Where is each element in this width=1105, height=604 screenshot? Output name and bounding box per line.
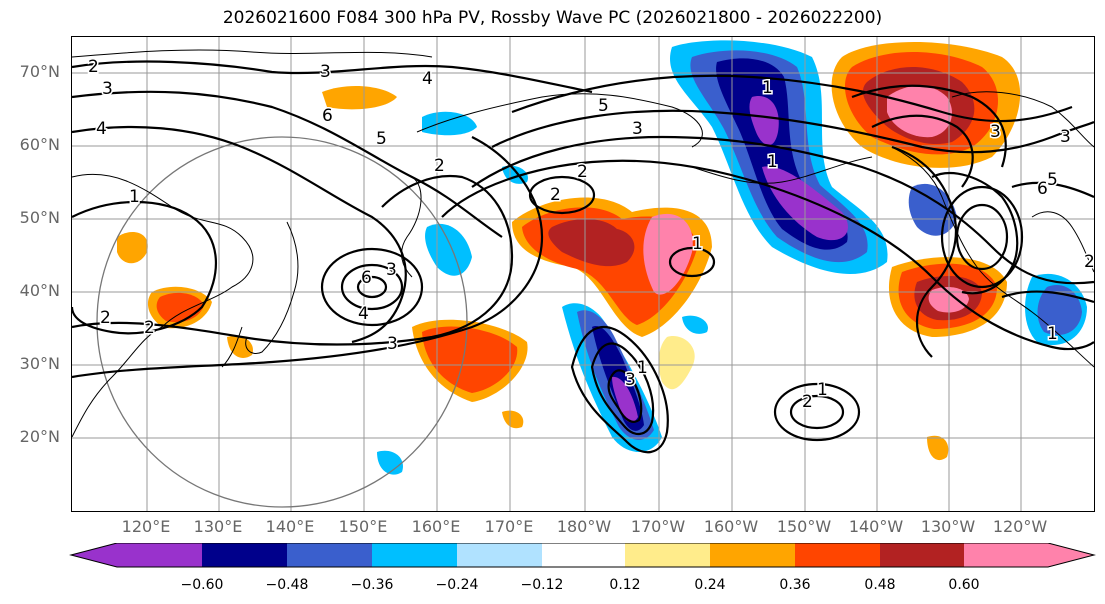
lat-label-50: 50°N (19, 208, 60, 227)
map-canvas: 2 3 4 3 4 5 6 5 2 2 1 3 2 2 6 3 4 3 2 1 … (72, 37, 1094, 511)
lon-label-140w: 140°W (848, 517, 904, 536)
contour-label: 1 (1047, 324, 1058, 344)
contour-label: 1 (129, 187, 140, 207)
contour-label-group: 2 3 4 3 4 5 6 5 2 2 1 3 2 2 6 3 4 3 2 1 … (87, 56, 1095, 414)
lat-label-30: 30°N (19, 354, 60, 373)
lon-label-120w: 120°W (992, 517, 1048, 536)
colorbar-segment (287, 543, 372, 567)
contour-label: 3 (320, 62, 331, 82)
colorbar-tick-label: 0.12 (609, 577, 641, 593)
contour-label: 3 (102, 79, 113, 99)
colorbar-tick-label: −0.12 (520, 577, 564, 593)
contour-label: 5 (598, 96, 609, 116)
lon-label-130w: 130°W (920, 517, 976, 536)
colorbar-tick-label: 0.60 (948, 577, 980, 593)
colorbar-segment (202, 543, 287, 567)
lat-label-40: 40°N (19, 281, 60, 300)
range-circle (96, 136, 468, 508)
contour-label: 4 (358, 304, 369, 324)
lon-label-170w: 170°W (630, 517, 686, 536)
lon-label-170e: 170°E (484, 517, 534, 536)
contour-label: 1 (692, 234, 703, 254)
lon-label-180w: 180°W (556, 517, 612, 536)
colorbar-segment (625, 543, 710, 567)
contour-label: 2 (88, 57, 99, 77)
colorbar-segment (117, 543, 202, 567)
colorbar-tick-label: −0.48 (265, 577, 309, 593)
colorbar-tick-label: −0.24 (435, 577, 479, 593)
contour-label: 3 (990, 122, 1001, 142)
contour-label: 6 (322, 106, 333, 126)
contour-label: 3 (632, 119, 643, 139)
map-panel: 2 3 4 3 4 5 6 5 2 2 1 3 2 2 6 3 4 3 2 1 … (71, 36, 1095, 512)
lon-label-150w: 150°W (776, 517, 832, 536)
colorbar-segment (710, 543, 795, 567)
contour-label: 1 (637, 358, 648, 378)
colorbar-tick-label: −0.36 (350, 577, 394, 593)
contour-label: 6 (361, 268, 372, 288)
colorbar-segment (372, 543, 457, 567)
contour-label: 1 (767, 152, 778, 172)
contour-label: 2 (577, 162, 588, 182)
contour-label: 1 (817, 380, 828, 400)
graticule (72, 37, 1094, 511)
contour-label: 5 (1047, 170, 1058, 190)
contour-label: 3 (386, 260, 397, 280)
lat-label-70: 70°N (19, 62, 60, 81)
lon-label-120e: 120°E (121, 517, 171, 536)
contour-label: 2 (1084, 252, 1094, 272)
contour-label: 6 (1037, 179, 1048, 199)
contour-label: 4 (96, 119, 107, 139)
contour-label: 2 (550, 185, 561, 205)
lon-label-140e: 140°E (265, 517, 315, 536)
colorbar-tick-label: 0.24 (694, 577, 726, 593)
colorbar-tick-label: 0.48 (864, 577, 896, 593)
contour-label: 5 (376, 129, 387, 149)
colorbar-extend-right (1048, 543, 1094, 567)
colorbar-extend-left (71, 543, 117, 567)
pv-contours (72, 60, 1094, 454)
colorbar-outline (69, 543, 1096, 568)
contour-label: 4 (422, 69, 433, 89)
colorbar-tick-label: −0.60 (180, 577, 224, 593)
contour-label: 2 (434, 156, 445, 176)
contour-label: 3 (387, 334, 398, 354)
contour-label: 2 (802, 392, 813, 412)
colorbar (69, 543, 1096, 568)
contour-label: 3 (625, 370, 636, 390)
colorbar-segment (457, 543, 542, 567)
colorbar-segment (880, 543, 964, 567)
colorbar-segment (542, 543, 625, 567)
colorbar-segment (795, 543, 880, 567)
colorbar-tick-label: 0.36 (779, 577, 811, 593)
map-title: 2026021600 F084 300 hPa PV, Rossby Wave … (222, 8, 883, 28)
lon-label-150e: 150°E (338, 517, 388, 536)
contour-label: 2 (100, 308, 111, 328)
contour-label: 1 (762, 78, 773, 98)
colorbar-segment (964, 543, 1048, 567)
contour-label: 2 (144, 318, 155, 338)
lon-label-160w: 160°W (703, 517, 759, 536)
contour-label: 3 (1060, 127, 1071, 147)
lat-label-20: 20°N (19, 427, 60, 446)
lon-label-160e: 160°E (411, 517, 461, 536)
lon-label-130e: 130°E (193, 517, 243, 536)
lat-label-60: 60°N (19, 135, 60, 154)
